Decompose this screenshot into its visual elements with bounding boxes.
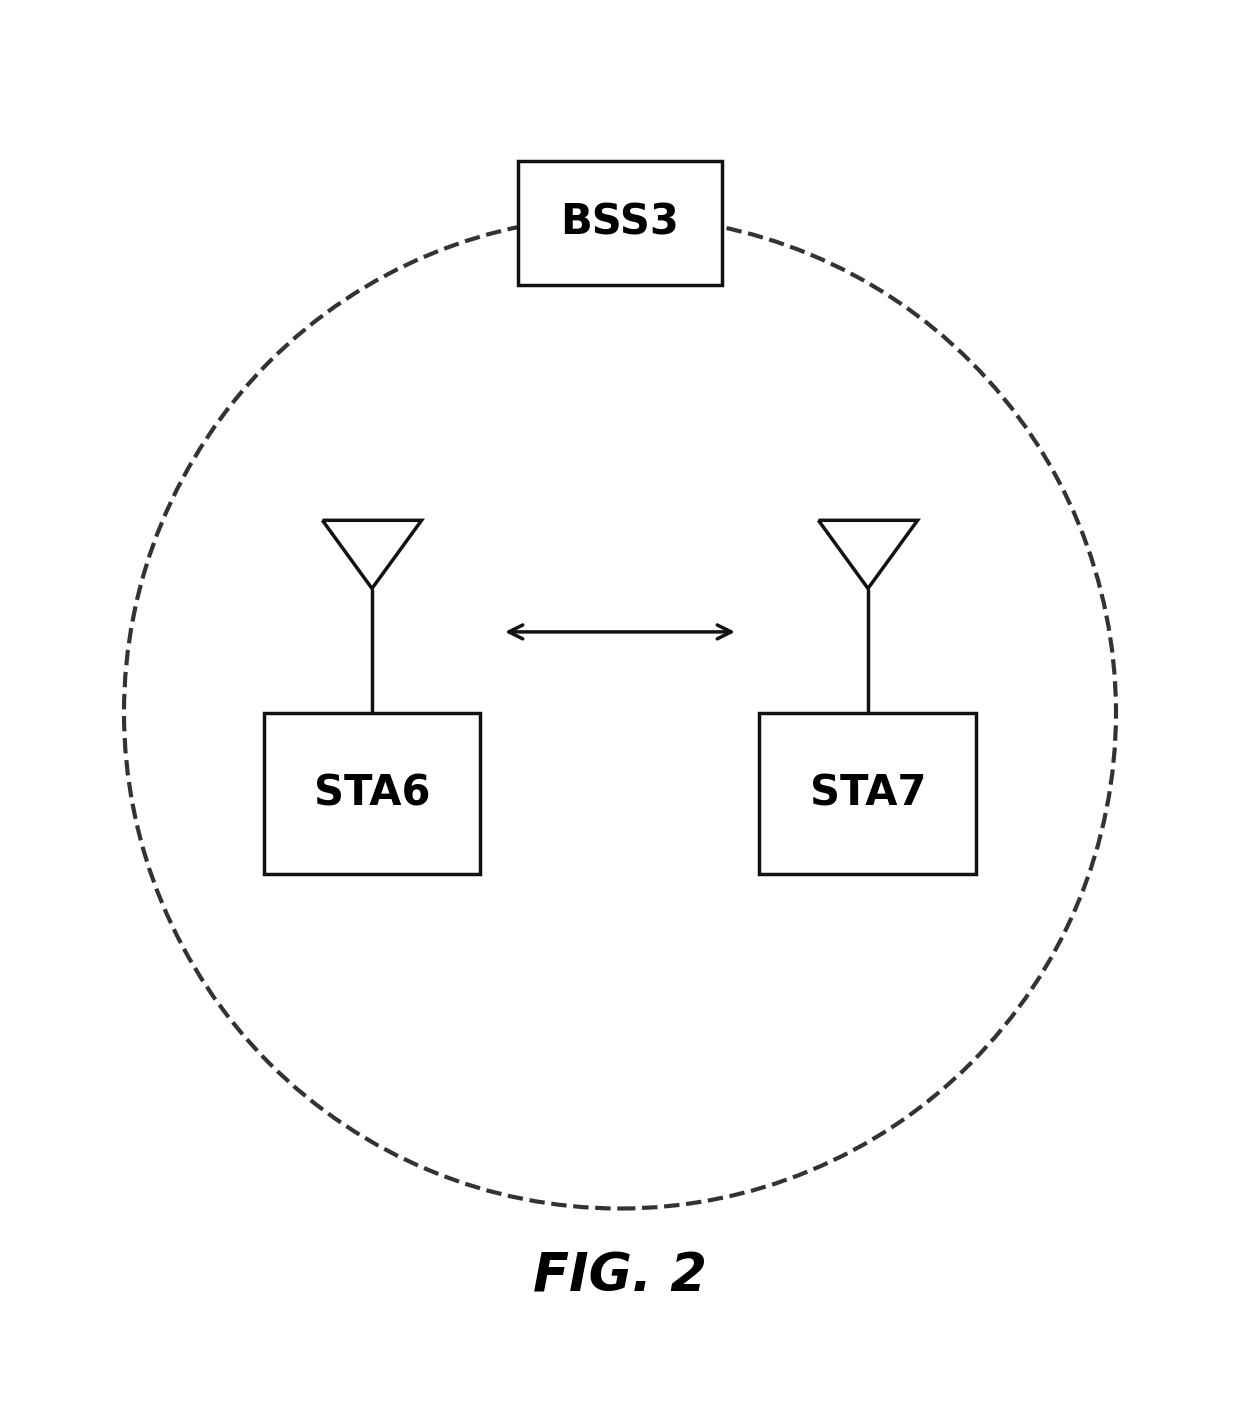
Bar: [759, 712, 976, 874]
Text: STA7: STA7: [810, 772, 926, 814]
Text: FIG. 2: FIG. 2: [533, 1251, 707, 1302]
Bar: [263, 712, 480, 874]
Text: BSS3: BSS3: [560, 202, 680, 244]
Text: STA6: STA6: [314, 772, 430, 814]
Bar: [517, 161, 722, 285]
